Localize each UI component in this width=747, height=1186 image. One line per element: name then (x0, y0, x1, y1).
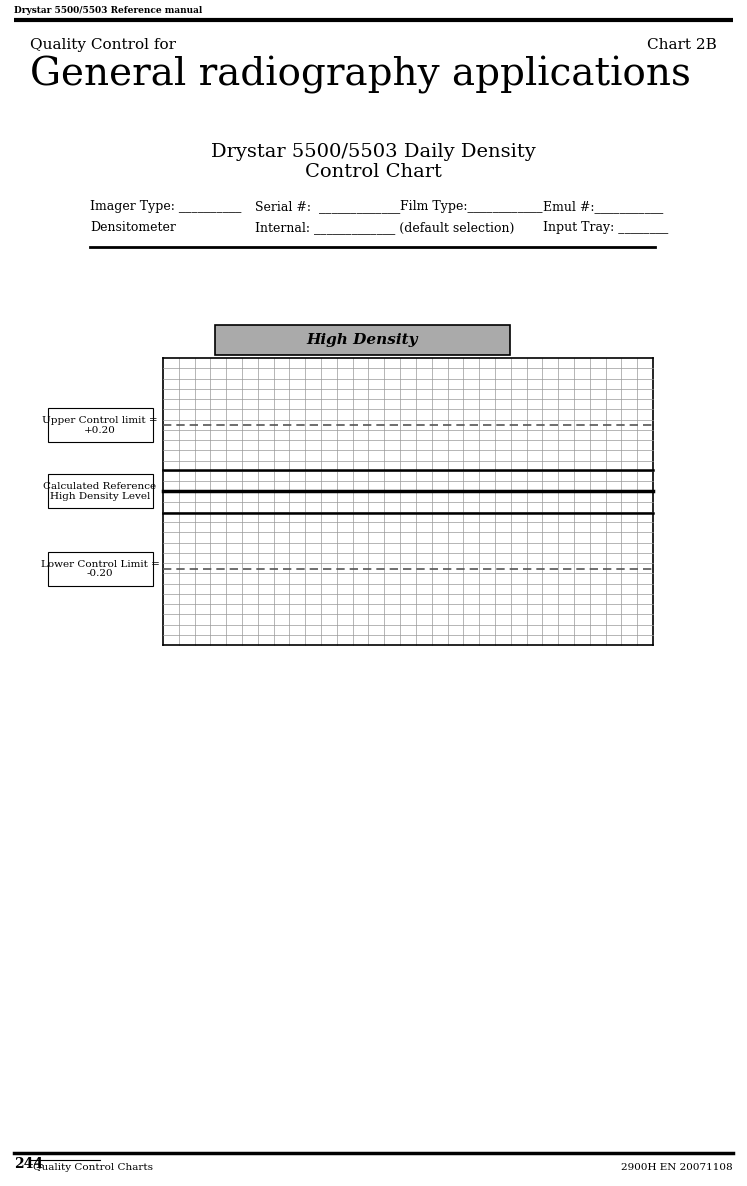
Text: Internal: _____________ (default selection): Internal: _____________ (default selecti… (255, 221, 515, 234)
Bar (215, 325, 510, 355)
Text: Chart 2B: Chart 2B (647, 38, 717, 52)
Text: Drystar 5500/5503 Reference manual: Drystar 5500/5503 Reference manual (14, 6, 202, 15)
Text: Control Chart: Control Chart (305, 162, 441, 181)
Text: -0.20: -0.20 (87, 569, 114, 579)
Text: Calculated Reference: Calculated Reference (43, 483, 157, 491)
Text: High Density Level: High Density Level (50, 492, 150, 500)
Text: High Density: High Density (307, 333, 418, 347)
Text: General radiography applications: General radiography applications (30, 56, 691, 94)
Text: +0.20: +0.20 (84, 426, 116, 435)
Text: 2900H EN 20071108: 2900H EN 20071108 (622, 1163, 733, 1172)
Text: Quality Control for: Quality Control for (30, 38, 176, 52)
Text: Input Tray: ________: Input Tray: ________ (543, 221, 669, 234)
Text: Quality Control Charts: Quality Control Charts (33, 1163, 153, 1172)
Text: Emul #:___________: Emul #:___________ (543, 200, 663, 213)
Text: Film Type:____________: Film Type:____________ (400, 200, 542, 213)
Bar (163, 358, 653, 645)
Text: Drystar 5500/5503 Daily Density: Drystar 5500/5503 Daily Density (211, 144, 536, 161)
Text: Lower Control Limit =: Lower Control Limit = (40, 560, 159, 569)
Text: Imager Type: __________: Imager Type: __________ (90, 200, 241, 213)
Text: Densitometer: Densitometer (90, 221, 176, 234)
Bar (48, 408, 152, 442)
Text: 244: 244 (14, 1158, 43, 1171)
Text: Serial #:  _____________: Serial #: _____________ (255, 200, 400, 213)
Text: Upper Control limit =: Upper Control limit = (42, 416, 158, 426)
Bar (48, 474, 152, 509)
Bar (48, 551, 152, 586)
